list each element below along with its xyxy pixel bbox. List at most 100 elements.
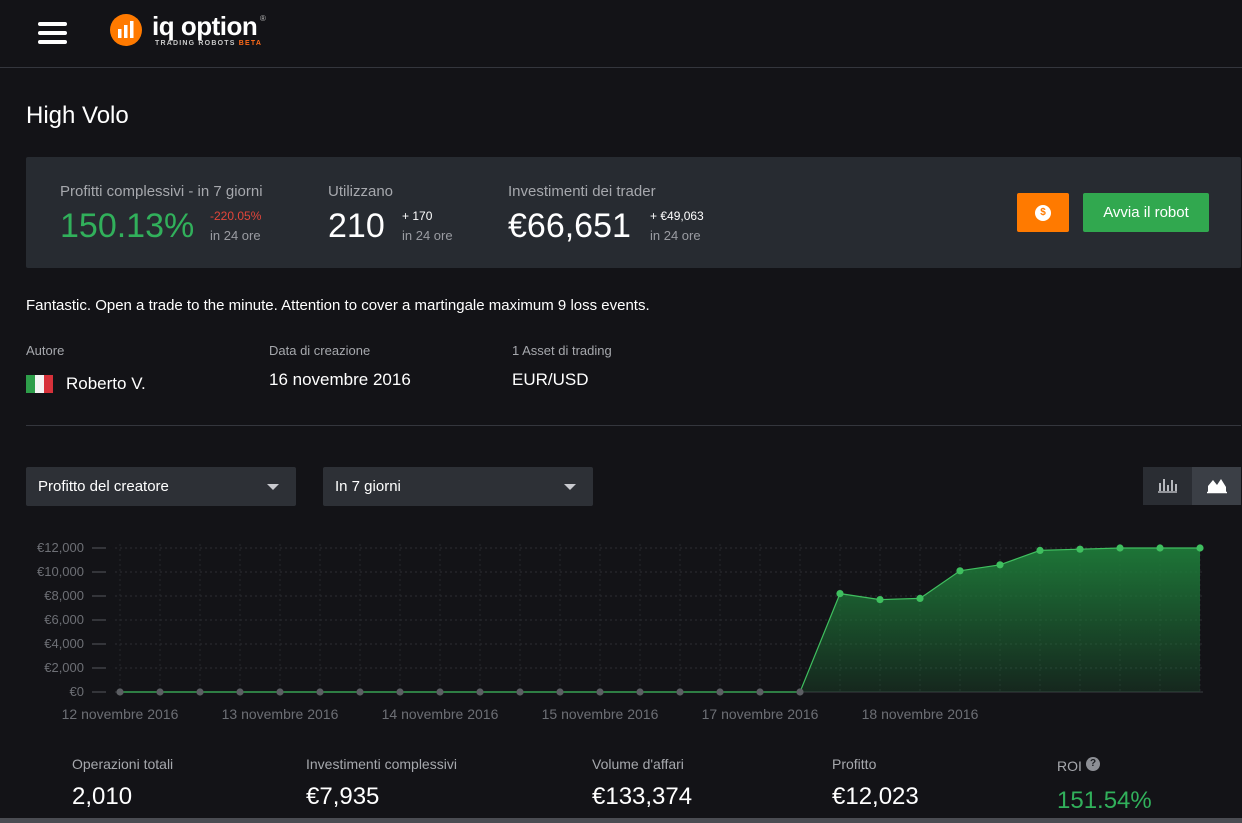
coin-button[interactable]: $ <box>1017 193 1069 232</box>
volume-value: €133,374 <box>592 783 693 810</box>
stat-investments-label: Investimenti dei trader <box>508 183 656 200</box>
period-select[interactable]: In 7 giorni <box>323 467 593 506</box>
chart-x-axis: 12 novembre 2016 13 novembre 2016 14 novem… <box>62 706 979 722</box>
y-tick-label: €6,000 <box>44 612 84 627</box>
stat-users-label: Utilizzano <box>328 183 394 200</box>
data-point <box>1036 546 1044 554</box>
logo-mark-icon <box>110 14 142 46</box>
top-bar: iq option ® TRADING ROBOTS BETA <box>0 0 1242 68</box>
hamburger-menu-icon[interactable] <box>38 22 68 46</box>
profit-label: Profitto <box>832 756 877 772</box>
data-point <box>916 594 924 602</box>
area-chart-toggle[interactable] <box>1192 467 1241 505</box>
question-circle-icon[interactable]: ? <box>1086 757 1100 771</box>
total-investments-value: €7,935 <box>306 783 380 810</box>
data-point <box>396 688 404 696</box>
volume-label: Volume d'affari <box>592 756 684 772</box>
total-investments-label: Investimenti complessivi <box>306 756 457 772</box>
stat-users-sub: in 24 ore <box>402 228 453 243</box>
start-robot-button[interactable]: Avvia il robot <box>1083 193 1209 232</box>
data-point <box>1076 545 1084 553</box>
stat-investments-sub: in 24 ore <box>650 228 701 243</box>
data-point <box>476 688 484 696</box>
period-select-value: In 7 giorni <box>335 478 401 495</box>
created-label: Data di creazione <box>269 343 371 358</box>
stat-users-value: 210 <box>328 207 385 245</box>
logo-registered-mark: ® <box>260 14 266 23</box>
stat-investments-value: €66,651 <box>508 207 631 245</box>
x-tick-label: 15 novembre 2016 <box>542 706 659 722</box>
data-point <box>996 561 1004 569</box>
stat-profit-delta: -220.05% <box>210 209 262 223</box>
data-point <box>756 688 764 696</box>
roi-label: ROI <box>1057 758 1082 774</box>
area-chart-icon <box>1207 479 1227 494</box>
data-point <box>156 688 164 696</box>
logo-beta-badge: BETA <box>238 40 263 47</box>
stat-investments-delta: + €49,063 <box>650 209 704 223</box>
y-tick-label: €0 <box>70 684 84 699</box>
chart-series <box>116 544 1204 696</box>
bar-chart-toggle[interactable] <box>1143 467 1192 505</box>
data-point <box>1196 544 1204 552</box>
metric-select[interactable]: Profitto del creatore <box>26 467 296 506</box>
stat-users-delta: + 170 <box>402 209 433 223</box>
y-tick-label: €12,000 <box>37 540 84 555</box>
chevron-down-icon <box>267 484 279 490</box>
x-tick-label: 18 novembre 2016 <box>862 706 979 722</box>
italy-flag-icon <box>26 375 53 393</box>
y-tick-label: €4,000 <box>44 636 84 651</box>
bottom-scrollbar-edge <box>0 818 1242 823</box>
data-point <box>556 688 564 696</box>
x-tick-label: 17 novembre 2016 <box>702 706 819 722</box>
data-point <box>1116 544 1124 552</box>
data-point <box>716 688 724 696</box>
dollar-coin-icon: $ <box>1035 205 1051 221</box>
series-line <box>120 547 1200 693</box>
metric-select-value: Profitto del creatore <box>38 478 169 495</box>
x-tick-label: 12 novembre 2016 <box>62 706 179 722</box>
series-area <box>120 548 1200 692</box>
y-tick-label: €8,000 <box>44 588 84 603</box>
chart-y-axis: €0 €2,000 €4,000 €6,000 €8,000 €10,000 €12,000 <box>37 540 84 699</box>
author-name[interactable]: Roberto V. <box>66 374 146 393</box>
data-point <box>796 688 804 696</box>
data-point <box>956 567 964 575</box>
assets-value: EUR/USD <box>512 370 589 389</box>
logo-subtitle-text: TRADING ROBOTS <box>155 40 236 47</box>
x-tick-label: 14 novembre 2016 <box>382 706 499 722</box>
stat-profit-sub: in 24 ore <box>210 228 261 243</box>
y-tick-label: €2,000 <box>44 660 84 675</box>
data-point <box>636 688 644 696</box>
data-point <box>436 688 444 696</box>
data-point <box>276 688 284 696</box>
roi-value: 151.54% <box>1057 787 1152 814</box>
stat-profit-value: 150.13% <box>60 207 195 245</box>
data-point <box>196 688 204 696</box>
logo-subtitle: TRADING ROBOTS BETA <box>155 40 262 47</box>
chevron-down-icon <box>564 484 576 490</box>
data-point <box>876 596 884 604</box>
logo-name: iq option <box>152 11 258 41</box>
assets-label: 1 Asset di trading <box>512 343 612 358</box>
x-tick-label: 13 novembre 2016 <box>222 706 339 722</box>
data-point <box>316 688 324 696</box>
data-point <box>836 590 844 598</box>
author-label: Autore <box>26 343 65 358</box>
total-operations-value: 2,010 <box>72 783 133 810</box>
profit-chart: €0 €2,000 €4,000 €6,000 €8,000 €10,000 €12,000… <box>37 540 1204 722</box>
bar-chart-icon <box>1158 479 1177 493</box>
robot-description: Fantastic. Open a trade to the minute. A… <box>26 297 650 314</box>
divider <box>26 425 1241 426</box>
data-point <box>116 688 124 696</box>
data-point <box>356 688 364 696</box>
profit-value: €12,023 <box>832 783 919 810</box>
stat-profit-label: Profitti complessivi - in 7 giorni <box>60 183 263 200</box>
data-point <box>676 688 684 696</box>
page-title: High Volo <box>26 102 129 129</box>
data-point <box>516 688 524 696</box>
y-tick-label: €10,000 <box>37 564 84 579</box>
data-point <box>236 688 244 696</box>
created-value: 16 novembre 2016 <box>269 370 411 389</box>
data-point <box>1156 544 1164 552</box>
